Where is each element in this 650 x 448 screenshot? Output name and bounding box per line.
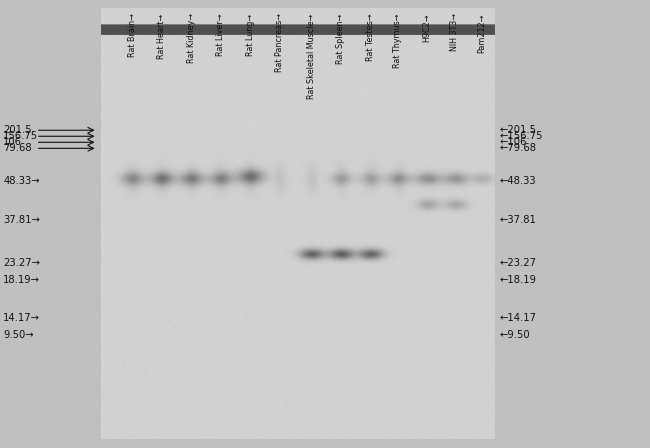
Text: ←106: ←106 — [499, 137, 526, 147]
Text: 48.33→: 48.33→ — [3, 176, 40, 186]
Text: 14.17→: 14.17→ — [3, 313, 40, 323]
Text: Pam212→: Pam212→ — [477, 13, 486, 53]
Text: Rat Brain→: Rat Brain→ — [127, 13, 136, 57]
Text: 79.68: 79.68 — [3, 143, 32, 153]
Text: ←23.27: ←23.27 — [499, 258, 536, 268]
Text: 9.50→: 9.50→ — [3, 330, 34, 340]
Text: H9C2→: H9C2→ — [422, 13, 432, 42]
Text: 156.75: 156.75 — [3, 131, 38, 141]
Text: ←18.19: ←18.19 — [499, 275, 536, 285]
Text: Rat Lung→: Rat Lung→ — [246, 13, 255, 56]
Text: 201.5: 201.5 — [3, 125, 32, 135]
Text: Rat Pancreas→: Rat Pancreas→ — [275, 13, 284, 73]
Text: ←14.17: ←14.17 — [499, 313, 536, 323]
Text: 106: 106 — [3, 137, 22, 147]
Text: 18.19→: 18.19→ — [3, 275, 40, 285]
Text: Rat Heart→: Rat Heart→ — [157, 13, 166, 59]
Text: ←37.81: ←37.81 — [499, 215, 536, 225]
Text: Rat Kidney→: Rat Kidney→ — [187, 13, 196, 64]
Text: Rat Thymus→: Rat Thymus→ — [393, 13, 402, 68]
Text: Rat Testes→: Rat Testes→ — [366, 13, 374, 61]
Text: Rat Spleen→: Rat Spleen→ — [336, 13, 345, 64]
Text: Rat Skeletal Muscle→: Rat Skeletal Muscle→ — [307, 13, 316, 99]
Text: NIH 3T3→: NIH 3T3→ — [450, 13, 459, 52]
Text: Rat Liver→: Rat Liver→ — [216, 13, 225, 56]
Text: 37.81→: 37.81→ — [3, 215, 40, 225]
Text: ←9.50: ←9.50 — [499, 330, 530, 340]
Text: ←48.33: ←48.33 — [499, 176, 536, 186]
Text: 23.27→: 23.27→ — [3, 258, 40, 268]
Text: ←201.5: ←201.5 — [499, 125, 536, 135]
Text: ←79.68: ←79.68 — [499, 143, 536, 153]
Text: ←156.75: ←156.75 — [499, 131, 543, 141]
